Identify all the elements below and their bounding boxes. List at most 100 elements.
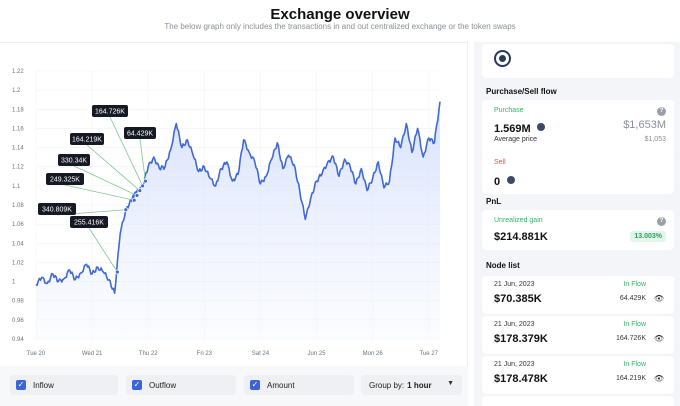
group-by-select[interactable]: Group by: 1 hour ▼	[361, 375, 462, 395]
y-tick-label: 1.04	[12, 241, 24, 247]
node-amount: 164.726K	[616, 335, 646, 342]
node-list-item[interactable]: 21 Jun, 2023 In Flow $178.478K 164.219K …	[482, 356, 674, 394]
sell-label: Sell	[494, 159, 506, 166]
annotation-point[interactable]	[134, 193, 140, 198]
node-flow: In Flow	[623, 281, 646, 288]
annotation-point[interactable]	[123, 207, 129, 213]
purchase-value: 1.569M	[494, 123, 531, 135]
purchase-sell-title: Purchase/Sell flow	[486, 87, 557, 96]
node-date: 21 Jun, 2023	[494, 361, 535, 368]
series-area	[36, 101, 440, 339]
sell-value: 0	[494, 176, 501, 188]
avg-price-label: Average price	[494, 136, 538, 143]
pnl-card: Unrealized gain ? $214.881K 13.003%	[482, 210, 674, 250]
y-tick-label: 0.98	[12, 299, 24, 305]
annotation-tooltip[interactable]	[92, 105, 128, 117]
node-flow: In Flow	[623, 361, 646, 368]
token-logo-card	[482, 44, 674, 78]
purchase-usd: $1,653M	[623, 119, 666, 131]
x-tick-label: Sat 24	[252, 351, 270, 357]
amount-toggle[interactable]: ✓ Amount	[244, 375, 354, 395]
outflow-toggle[interactable]: ✓ Outflow	[126, 375, 236, 395]
node-date: 21 Jun, 2023	[494, 321, 535, 328]
annotation-connector	[139, 138, 146, 182]
help-circle-icon[interactable]: ?	[657, 217, 666, 226]
y-tick-label: 1.02	[12, 260, 24, 266]
node-amount: 64.429K	[619, 295, 646, 302]
node-list-item-partial[interactable]	[482, 396, 674, 406]
help-circle-icon[interactable]: ?	[657, 107, 666, 116]
annotation-label: 164.219K	[72, 137, 102, 144]
annotation-connector	[88, 227, 118, 273]
chevron-down-icon[interactable]: ▼	[447, 380, 454, 387]
annotation-point[interactable]	[143, 178, 148, 184]
page-header: Exchange overview The below graph only i…	[0, 0, 680, 40]
eye-slash-icon[interactable]: 👁	[653, 294, 664, 303]
page-subtitle: The below graph only includes the transa…	[164, 22, 516, 31]
y-tick-label: 1.06	[12, 222, 24, 228]
checkbox-checked-icon[interactable]: ✓	[132, 380, 142, 390]
annotation-tooltip[interactable]	[124, 127, 156, 139]
annotation-label: 249.325K	[50, 177, 80, 184]
sidebar: Purchase/Sell flow Purchase ? 1.569M $1,…	[474, 42, 680, 406]
checkbox-checked-icon[interactable]: ✓	[16, 380, 26, 390]
group-by-value: 1 hour	[407, 380, 432, 390]
annotation-point[interactable]	[114, 269, 120, 275]
protocol-logo-icon	[494, 50, 511, 67]
node-list-title: Node list	[486, 261, 520, 270]
unrealized-label: Unrealized gain	[494, 217, 543, 224]
eye-slash-icon[interactable]: 👁	[653, 334, 664, 343]
x-tick-label: Wed 21	[82, 351, 103, 357]
amount-label: Amount	[267, 380, 295, 390]
y-tick-label: 1.08	[12, 203, 24, 209]
annotation-connector	[64, 184, 135, 201]
annotation-tooltip[interactable]	[46, 173, 84, 185]
node-list-item[interactable]: 21 Jun, 2023 In Flow $178.379K 164.726K …	[482, 316, 674, 354]
node-value: $70.385K	[494, 293, 542, 305]
annotation-tooltip[interactable]	[70, 133, 104, 145]
x-tick-label: Tue 27	[420, 351, 439, 357]
node-list-item[interactable]: 21 Jun, 2023 In Flow $70.385K 64.429K 👁	[482, 276, 674, 314]
series-line	[35, 101, 441, 294]
y-tick-label: 1.2	[12, 88, 21, 94]
annotation-point[interactable]	[137, 188, 143, 194]
y-tick-label: 1.14	[12, 146, 24, 152]
x-tick-label: Jun 25	[308, 351, 327, 357]
annotation-tooltip[interactable]	[70, 216, 108, 228]
group-by-label: Group by:	[369, 380, 405, 390]
annotation-tooltip[interactable]	[38, 203, 76, 215]
eye-slash-icon[interactable]: 👁	[653, 374, 664, 383]
y-tick-label: 1.22	[12, 69, 24, 75]
inflow-toggle[interactable]: ✓ Inflow	[10, 375, 118, 395]
pnl-title: PnL	[486, 197, 502, 206]
purchase-card: Purchase ? 1.569M $1,653M Average price …	[482, 100, 674, 160]
outflow-label: Outflow	[149, 380, 177, 390]
x-tick-label: Fri 23	[197, 351, 213, 357]
x-tick-label: Tue 20	[27, 351, 46, 357]
annotation-label: 164.726K	[95, 109, 125, 116]
node-flow: In Flow	[623, 321, 646, 328]
annotation-label: 340.809K	[42, 207, 72, 214]
y-tick-label: 1.12	[12, 165, 24, 171]
token-coin-icon	[537, 122, 546, 131]
y-tick-label: 1	[12, 280, 16, 286]
y-tick-label: 1.16	[12, 126, 24, 132]
chart-panel[interactable]: 1.22 1.2 1.18 1.16 1.14 1.12 1.1 1.08 1.06 1.04 1.…	[0, 42, 468, 366]
node-value: $178.478K	[494, 373, 548, 385]
purchase-label: Purchase	[494, 107, 524, 114]
annotation-connector	[73, 165, 138, 196]
sell-card: Sell 0	[482, 154, 674, 194]
annotation-point[interactable]	[140, 183, 146, 189]
y-tick-label: 0.96	[12, 318, 24, 324]
unrealized-pct-badge: 13.003%	[630, 231, 666, 242]
annotation-point[interactable]	[131, 197, 137, 203]
x-tick-label: Thu 22	[139, 351, 158, 357]
y-tick-label: 0.94	[12, 337, 24, 343]
annotation-label: 255.416K	[74, 220, 104, 227]
checkbox-checked-icon[interactable]: ✓	[250, 380, 260, 390]
price-chart[interactable]: 1.22 1.2 1.18 1.16 1.14 1.12 1.1 1.08 1.06 1.04 1.…	[0, 43, 468, 367]
inflow-label: Inflow	[33, 380, 54, 390]
y-tick-label: 1.18	[12, 107, 24, 113]
annotation-tooltip[interactable]	[58, 154, 90, 166]
y-tick-label: 1.1	[12, 184, 21, 190]
